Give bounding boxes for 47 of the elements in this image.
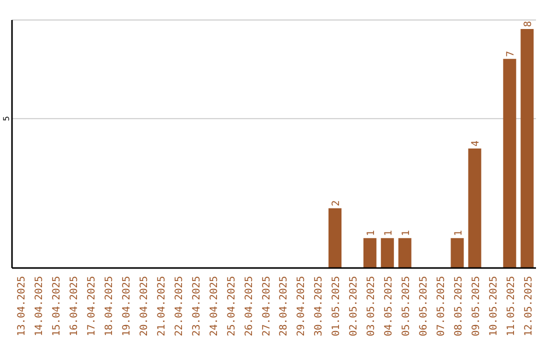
x-tick-label: 12.05.2025 [523, 276, 534, 336]
data-label: 1 [383, 230, 394, 236]
x-tick-label: 27.04.2025 [261, 276, 272, 336]
x-tick-label: 07.05.2025 [436, 276, 447, 336]
x-tick-label: 26.04.2025 [244, 276, 255, 336]
bar [468, 148, 482, 268]
data-label: 1 [453, 230, 464, 236]
x-tick-label: 22.04.2025 [174, 276, 185, 336]
x-tick-label: 06.05.2025 [418, 276, 430, 336]
x-tick-label: 30.04.2025 [314, 276, 325, 336]
data-label: 8 [523, 20, 534, 27]
x-tick-label: 03.05.2025 [366, 276, 378, 336]
bar [503, 58, 516, 268]
bar [398, 238, 412, 268]
x-tick-label: 14.04.2025 [34, 276, 46, 336]
x-tick-label: 24.04.2025 [208, 276, 220, 336]
x-tick-label: 18.04.2025 [104, 276, 116, 336]
x-tick-label: 04.05.2025 [384, 276, 395, 336]
x-tick-label: 16.04.2025 [69, 276, 80, 336]
data-label: 4 [470, 140, 482, 146]
x-tick-label: 17.04.2025 [86, 276, 98, 336]
x-tick-label: 29.04.2025 [296, 276, 308, 336]
y-tick-label: 5 [2, 116, 11, 122]
data-label: 2 [330, 200, 342, 206]
x-tick-label: 28.04.2025 [278, 276, 290, 336]
x-tick-label: 02.05.2025 [348, 276, 360, 336]
data-label: 7 [506, 50, 517, 57]
x-tick-label: 21.04.2025 [156, 276, 168, 336]
x-tick-label: 13.04.2025 [16, 276, 28, 336]
x-tick-label: 01.05.2025 [331, 276, 342, 336]
x-tick-label: 20.04.2025 [139, 276, 150, 336]
bar [520, 28, 534, 268]
bar [450, 238, 464, 268]
data-label: 1 [400, 230, 412, 236]
bar [328, 208, 342, 268]
x-tick-label: 11.05.2025 [506, 276, 517, 336]
x-tick-label: 05.05.2025 [401, 276, 412, 336]
x-tick-label: 10.05.2025 [488, 276, 500, 336]
x-tick-label: 08.05.2025 [453, 276, 464, 336]
x-tick-label: 23.04.2025 [191, 276, 202, 336]
bar [380, 238, 394, 268]
x-tick-label: 19.04.2025 [122, 276, 133, 336]
x-tick-label: 25.04.2025 [226, 276, 238, 336]
x-tick-label: 09.05.2025 [470, 276, 482, 336]
bar [363, 238, 376, 268]
x-tick-label: 15.04.2025 [52, 276, 63, 336]
data-label: 1 [366, 230, 377, 236]
